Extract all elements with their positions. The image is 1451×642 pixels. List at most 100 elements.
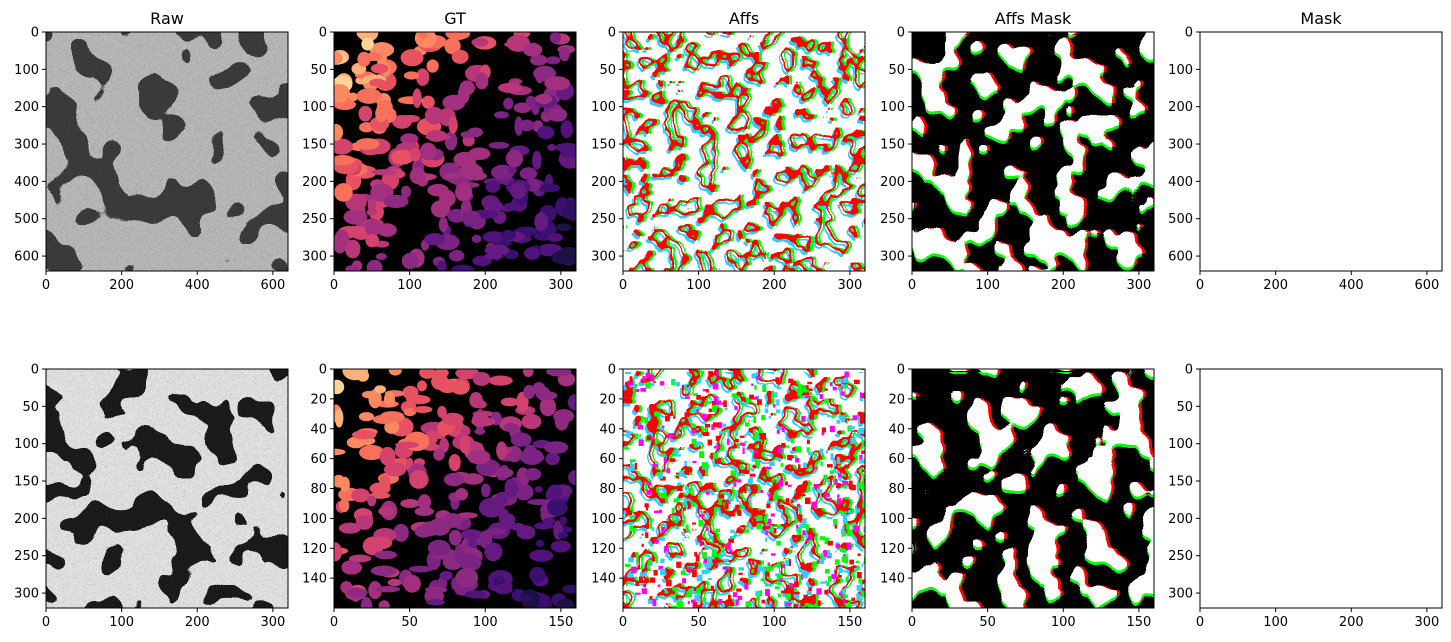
y-tick-label: 50 bbox=[888, 63, 905, 78]
y-tick-label: 0 bbox=[1185, 26, 1193, 41]
x-tick-label: 100 bbox=[1263, 615, 1288, 630]
y-tick-label: 200 bbox=[14, 512, 39, 527]
y-tick-label: 100 bbox=[591, 512, 616, 527]
y-tick-label: 80 bbox=[599, 482, 616, 497]
image-mask bbox=[1200, 32, 1442, 271]
y-tick-label: 80 bbox=[310, 482, 327, 497]
y-tick-label: 100 bbox=[880, 512, 905, 527]
y-tick-label: 200 bbox=[1168, 512, 1193, 527]
x-tick-label: 300 bbox=[260, 615, 285, 630]
y-tick-label: 20 bbox=[599, 392, 616, 407]
x-tick-label: 400 bbox=[185, 278, 210, 293]
panel-affs-2: 0 50 100 150 0 20 40 60 80 100 120 140 bbox=[591, 363, 866, 630]
y-tick-label: 300 bbox=[14, 587, 39, 602]
y-tick-label: 100 bbox=[14, 437, 39, 452]
x-tick-label: 200 bbox=[762, 278, 787, 293]
x-tick-label: 100 bbox=[473, 615, 498, 630]
y-tick-label: 100 bbox=[1168, 437, 1193, 452]
x-tick-label: 300 bbox=[1126, 278, 1151, 293]
x-tick-label: 300 bbox=[1414, 615, 1439, 630]
x-tick-label: 0 bbox=[42, 278, 50, 293]
image-affs bbox=[623, 369, 865, 608]
x-tick-label: 100 bbox=[686, 278, 711, 293]
x-tick-label: 400 bbox=[1339, 278, 1364, 293]
x-tick-label: 150 bbox=[837, 615, 862, 630]
y-tick-label: 300 bbox=[14, 138, 39, 153]
y-tick-label: 50 bbox=[22, 400, 39, 415]
y-tick-label: 20 bbox=[310, 392, 327, 407]
panel-title: Raw bbox=[150, 9, 184, 28]
y-tick-label: 40 bbox=[310, 422, 327, 437]
y-tick-label: 40 bbox=[888, 422, 905, 437]
x-tick-label: 200 bbox=[1339, 615, 1364, 630]
x-tick-label: 300 bbox=[548, 278, 573, 293]
x-tick-label: 600 bbox=[260, 278, 285, 293]
x-tick-label: 100 bbox=[975, 278, 1000, 293]
y-tick-label: 400 bbox=[1168, 175, 1193, 190]
y-tick-label: 0 bbox=[1185, 363, 1193, 378]
y-tick-label: 0 bbox=[31, 26, 39, 41]
x-tick-label: 600 bbox=[1414, 278, 1439, 293]
y-tick-label: 150 bbox=[591, 138, 616, 153]
image-raw bbox=[46, 369, 288, 608]
panel-title: Affs Mask bbox=[995, 9, 1072, 28]
x-tick-label: 0 bbox=[330, 278, 338, 293]
y-tick-label: 120 bbox=[302, 542, 327, 557]
x-tick-label: 300 bbox=[837, 278, 862, 293]
y-tick-label: 140 bbox=[302, 572, 327, 587]
x-tick-label: 100 bbox=[109, 615, 134, 630]
y-tick-label: 0 bbox=[31, 363, 39, 378]
y-tick-label: 100 bbox=[302, 100, 327, 115]
x-tick-label: 200 bbox=[1263, 278, 1288, 293]
y-tick-label: 0 bbox=[319, 363, 327, 378]
x-tick-label: 0 bbox=[908, 615, 916, 630]
image-gt bbox=[334, 32, 576, 271]
y-tick-label: 300 bbox=[880, 250, 905, 265]
x-tick-label: 0 bbox=[42, 615, 50, 630]
y-tick-label: 250 bbox=[14, 549, 39, 564]
x-tick-label: 0 bbox=[330, 615, 338, 630]
x-tick-label: 0 bbox=[1196, 278, 1204, 293]
axes-frame bbox=[622, 31, 866, 272]
y-tick-label: 50 bbox=[310, 63, 327, 78]
x-tick-label: 200 bbox=[1051, 278, 1076, 293]
image-raw bbox=[46, 32, 288, 271]
x-tick-label: 0 bbox=[908, 278, 916, 293]
y-tick-label: 200 bbox=[880, 175, 905, 190]
y-tick-label: 600 bbox=[14, 250, 39, 265]
y-tick-label: 0 bbox=[319, 26, 327, 41]
panel-affs_mask-2: 0 50 100 150 0 20 40 60 80 100 120 140 bbox=[880, 363, 1155, 630]
y-tick-label: 300 bbox=[591, 250, 616, 265]
panel-title: GT bbox=[444, 9, 466, 28]
y-tick-label: 60 bbox=[888, 452, 905, 467]
x-tick-label: 50 bbox=[401, 615, 418, 630]
y-tick-label: 600 bbox=[1168, 250, 1193, 265]
y-tick-label: 250 bbox=[302, 212, 327, 227]
y-tick-label: 80 bbox=[888, 482, 905, 497]
axes-frame bbox=[333, 31, 577, 272]
x-tick-label: 200 bbox=[473, 278, 498, 293]
y-tick-label: 120 bbox=[880, 542, 905, 557]
y-tick-label: 150 bbox=[14, 475, 39, 490]
y-tick-label: 250 bbox=[1168, 549, 1193, 564]
y-tick-label: 150 bbox=[302, 138, 327, 153]
y-tick-label: 60 bbox=[310, 452, 327, 467]
x-tick-label: 50 bbox=[690, 615, 707, 630]
y-tick-label: 120 bbox=[591, 542, 616, 557]
y-tick-label: 200 bbox=[14, 100, 39, 115]
y-tick-label: 250 bbox=[880, 212, 905, 227]
axes-frame bbox=[911, 31, 1155, 272]
y-tick-label: 150 bbox=[880, 138, 905, 153]
y-tick-label: 200 bbox=[1168, 100, 1193, 115]
y-tick-label: 300 bbox=[1168, 138, 1193, 153]
x-tick-label: 100 bbox=[397, 278, 422, 293]
y-tick-label: 0 bbox=[897, 363, 905, 378]
y-tick-label: 300 bbox=[302, 250, 327, 265]
